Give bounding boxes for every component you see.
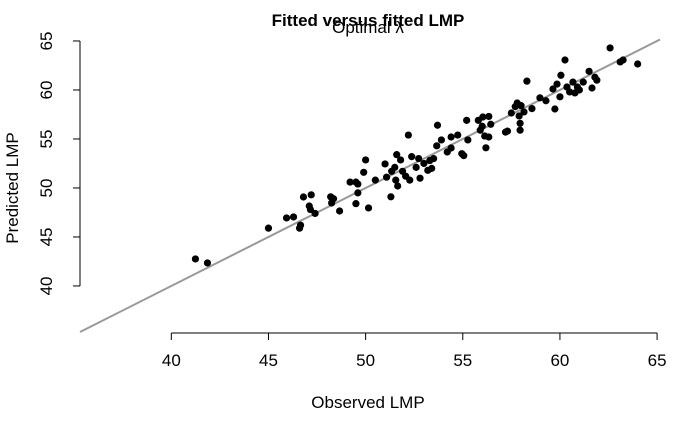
point [392,176,400,184]
chart-subtitle: Optimal λ [332,18,404,37]
reference-line [79,38,661,333]
point [282,214,291,222]
y-tick-label: 45 [37,228,56,247]
point [264,224,273,232]
point [311,209,319,218]
point [479,113,487,121]
point [549,85,557,93]
point [517,102,525,110]
point [606,44,614,52]
point [307,191,315,199]
point [387,193,395,201]
x-tick-label: 40 [162,351,181,370]
point [553,80,561,88]
point [634,60,642,68]
point [515,112,523,120]
point [335,207,344,215]
point [454,131,462,139]
x-tick-label: 60 [550,351,569,370]
x-axis-label: Observed LMP [311,393,424,412]
point [289,213,298,221]
point [371,176,379,184]
point [329,195,338,203]
point [364,204,373,212]
point [447,144,455,152]
x-tick-label: 55 [453,351,472,370]
point [487,120,495,128]
point [394,182,402,190]
point [593,76,601,84]
point [299,193,308,201]
point [579,78,587,86]
point [354,189,362,197]
point [430,154,438,163]
point [346,178,354,186]
point [437,136,446,144]
point [528,104,536,113]
point [404,131,412,139]
point [391,163,399,171]
point [569,78,577,86]
point [397,156,405,164]
y-tick-label: 55 [37,130,56,149]
point [556,93,564,101]
y-tick-label: 60 [37,81,56,100]
point [464,136,472,144]
point [416,174,424,182]
point [393,151,401,159]
point [352,200,360,208]
point [360,168,368,176]
x-tick-label: 65 [648,351,667,370]
point [542,97,550,105]
point [408,153,416,161]
y-tick-label: 40 [37,277,56,296]
point [415,154,423,163]
point [296,221,305,229]
point [433,121,442,129]
point [420,159,428,168]
x-tick-label: 50 [356,351,375,370]
point [463,116,471,124]
point [551,105,559,113]
point [575,86,583,94]
point [354,180,362,188]
point [433,142,441,150]
point [203,259,212,267]
point [585,67,593,75]
point [516,126,524,134]
point [536,94,544,102]
point [482,144,490,152]
point [503,127,512,135]
point [383,173,391,181]
x-tick-label: 45 [259,351,278,370]
point [412,163,420,171]
point [516,119,524,127]
point [485,112,493,121]
point [381,160,389,168]
point [191,255,200,263]
point [561,56,569,64]
y-tick-label: 50 [37,179,56,198]
y-tick-label: 65 [37,32,56,51]
point [507,109,515,117]
point [478,122,486,130]
chart-title: Fitted versus fitted LMP [272,11,465,30]
point [619,56,627,64]
point [588,84,596,92]
point [428,164,436,172]
point [520,108,528,116]
point [523,77,531,85]
point [557,71,565,79]
point [460,152,468,160]
point [362,156,370,164]
y-axis-label: Predicted LMP [3,132,22,244]
point [447,133,455,141]
point [485,133,493,141]
point [406,176,414,184]
